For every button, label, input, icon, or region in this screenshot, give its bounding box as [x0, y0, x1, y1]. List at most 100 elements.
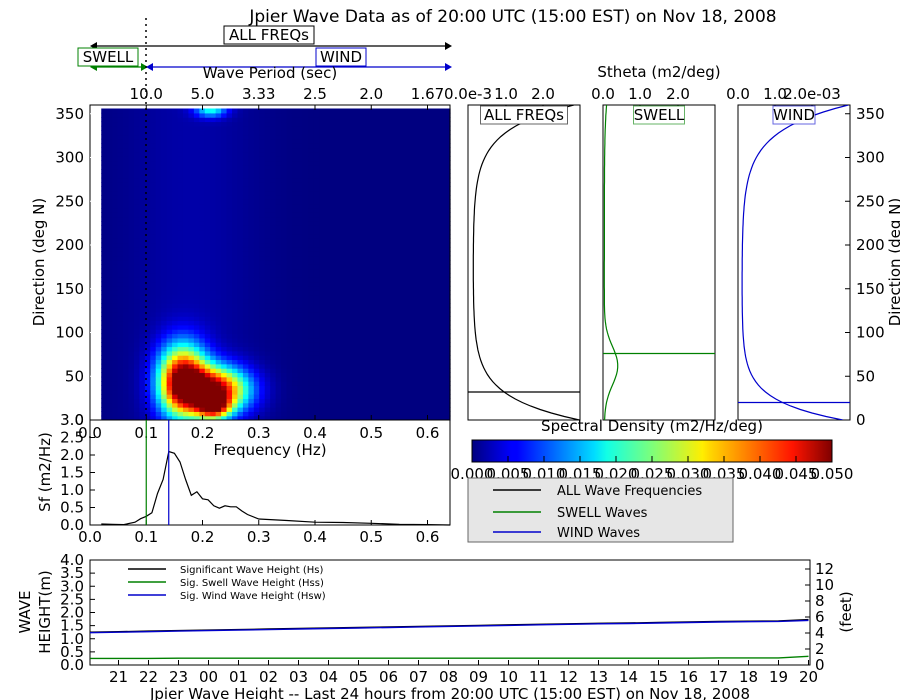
heatmap-cell: [237, 255, 244, 261]
heatmap-cell: [117, 389, 124, 395]
heatmap-cell: [242, 156, 249, 162]
heatmap-cell: [417, 368, 424, 374]
heatmap-cell: [242, 324, 249, 330]
heatmap-cell: [133, 255, 140, 261]
heatmap-cell: [373, 268, 380, 274]
heatmap-cell: [444, 311, 451, 317]
heatmap-cell: [264, 199, 271, 205]
heatmap-cell: [330, 259, 337, 265]
heatmap-cell: [302, 285, 309, 291]
heatmap-cell: [264, 272, 271, 278]
heatmap-cell: [351, 363, 358, 369]
heatmap-cell: [433, 238, 440, 244]
heatmap-cell: [242, 147, 249, 153]
heatmap-cell: [335, 337, 342, 343]
heatmap-cell: [106, 415, 113, 421]
heatmap-cell: [308, 212, 315, 218]
heatmap-cell: [117, 233, 124, 239]
heatmap-cell: [226, 143, 233, 149]
heatmap-cell: [182, 376, 190, 382]
heatmap-cell: [106, 281, 113, 287]
heatmap-cell: [172, 259, 179, 265]
heatmap-cell: [319, 303, 326, 309]
heatmap-cell: [215, 182, 222, 187]
heatmap-cell: [177, 398, 184, 404]
heatmap-cell: [368, 186, 375, 192]
heatmap-cell: [395, 199, 402, 205]
heatmap-cell: [123, 333, 130, 339]
heatmap-cell: [210, 182, 217, 187]
heatmap-cell: [188, 372, 195, 378]
heatmap-cell: [177, 216, 184, 222]
heatmap-cell: [330, 402, 337, 408]
wind-arrow-right: [445, 63, 452, 71]
heatmap-cell: [346, 359, 353, 365]
heatmap-cell: [275, 329, 282, 335]
heatmap-cell: [444, 402, 451, 408]
heatmap-cell: [204, 290, 211, 296]
heatmap-cell: [117, 186, 124, 192]
heatmap-cell: [400, 199, 408, 205]
heatmap-cell: [204, 415, 211, 421]
heatmap-cell: [264, 307, 271, 313]
heatmap-cell: [373, 389, 380, 395]
heatmap-cell: [128, 208, 135, 213]
heatmap-cell: [319, 376, 326, 382]
heatmap-cell: [439, 281, 446, 287]
heatmap-cell: [406, 251, 413, 257]
period-tick-label: 1.67: [411, 85, 444, 103]
heatmap-cell: [302, 298, 309, 304]
heatmap-cell: [150, 281, 157, 287]
heatmap-cell: [341, 329, 348, 335]
heatmap-cell: [411, 229, 418, 235]
heatmap-cell: [439, 108, 446, 114]
heatmap-cell: [390, 121, 397, 127]
heatmap-cell: [444, 208, 451, 213]
heatmap-cell: [133, 381, 140, 386]
heatmap-cell: [128, 389, 135, 395]
heatmap-cell: [319, 156, 326, 162]
heatmap-cell: [123, 368, 130, 374]
heatmap-cell: [444, 316, 451, 322]
heatmap-cell: [144, 281, 151, 287]
heatmap-cell: [166, 199, 173, 205]
heatmap-cell: [362, 177, 369, 183]
heatmap-cell: [117, 277, 124, 283]
heatmap-cell: [112, 182, 119, 187]
heatmap-cell: [112, 372, 119, 378]
heatmap-cell: [357, 208, 364, 213]
heatmap-cell: [379, 342, 386, 348]
heatmap-cell: [422, 186, 429, 192]
heatmap-cell: [139, 242, 146, 248]
heatmap-cell: [406, 307, 413, 313]
heatmap-cell: [155, 268, 162, 274]
heatmap-cell: [308, 346, 315, 352]
heatmap-cell: [406, 376, 413, 382]
heatmap-cell: [215, 195, 222, 200]
heatmap-cell: [253, 255, 260, 261]
heatmap-cell: [330, 411, 337, 417]
heatmap-cell: [362, 156, 369, 162]
heatmap-cell: [341, 138, 348, 144]
heatmap-cell: [182, 311, 190, 317]
heatmap-cell: [210, 355, 217, 361]
heatmap-cell: [226, 130, 233, 136]
heatmap-cell: [351, 294, 358, 300]
heatmap-cell: [319, 195, 326, 200]
heatmap-cell: [259, 212, 266, 218]
heatmap-cell: [199, 164, 206, 170]
heatmap-cell: [297, 320, 304, 326]
heatmap-cell: [281, 147, 288, 153]
heatmap-cell: [232, 242, 239, 248]
heatmap-cell: [411, 147, 418, 153]
heatmap-cell: [242, 368, 249, 374]
heatmap-cell: [123, 342, 130, 348]
heatmap-cell: [144, 311, 151, 317]
heatmap-cell: [128, 376, 135, 382]
heatmap-cell: [281, 212, 288, 218]
heatmap-cell: [182, 225, 190, 231]
heatmap-cell: [324, 298, 331, 304]
heatmap-cell: [112, 320, 119, 326]
heatmap-cell: [242, 169, 249, 174]
